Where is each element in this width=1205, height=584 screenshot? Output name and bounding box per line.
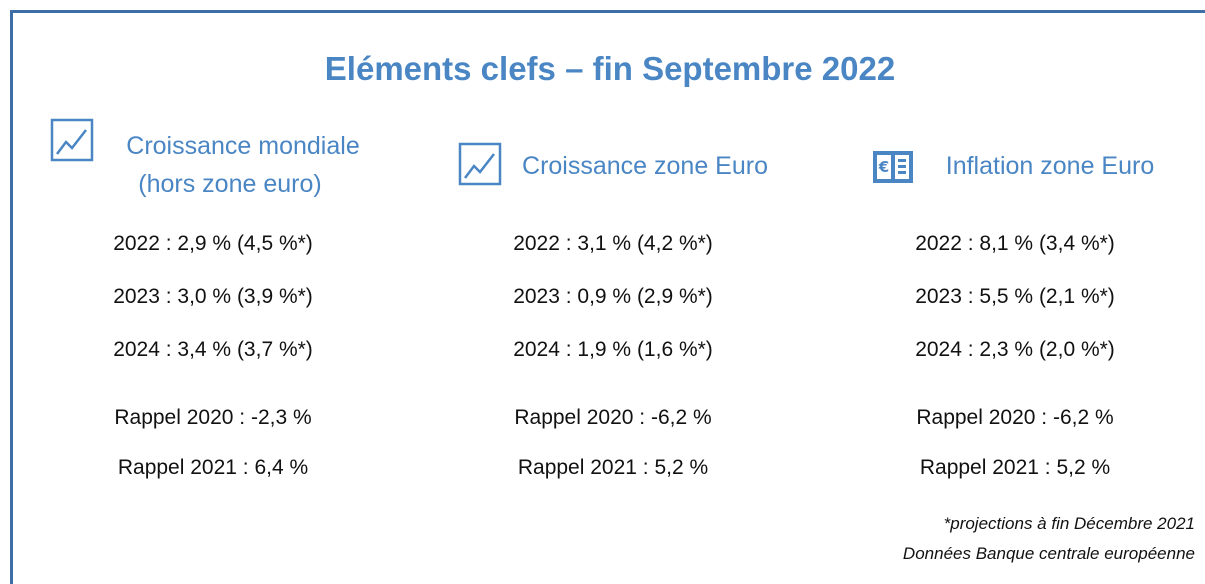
reminder: Rappel 2020 : -2,3 % <box>114 406 312 429</box>
column-title: Croissance mondiale <box>126 132 360 160</box>
reminder: Rappel 2021 : 5,2 % <box>919 456 1111 479</box>
footnote: *projections à fin Décembre 2021 <box>943 514 1195 533</box>
banknote-icon: € <box>873 151 913 183</box>
value-row: 2023 : 0,9 % (2,9 %*) <box>513 285 713 308</box>
value-row: 2023 : 3,0 % (3,9 %*) <box>113 285 313 308</box>
value-row: 2023 : 5,5 % (2,1 %*) <box>915 285 1115 308</box>
value-row: 2022 : 2,9 % (4,5 %*) <box>113 232 313 255</box>
title: Eléments clefs – fin Septembre 2022 <box>324 50 896 87</box>
column-title: Croissance zone Euro <box>522 152 768 180</box>
value-row: 2024 : 3,4 % (3,7 %*) <box>113 338 313 361</box>
value-row: 2024 : 2,3 % (2,0 %*) <box>915 338 1115 361</box>
frame <box>10 10 1205 584</box>
growth-icon <box>50 118 94 162</box>
value-row: 2024 : 1,9 % (1,6 %*) <box>513 338 713 361</box>
column-title: (hors zone euro) <box>138 170 322 198</box>
reminder: Rappel 2021 : 5,2 % <box>517 456 709 479</box>
svg-text:€: € <box>878 158 889 176</box>
reminder: Rappel 2020 : -6,2 % <box>514 406 712 429</box>
source: Données Banque centrale européenne <box>902 544 1195 563</box>
value-row: 2022 : 8,1 % (3,4 %*) <box>915 232 1115 255</box>
growth-icon <box>458 142 502 186</box>
reminder: Rappel 2020 : -6,2 % <box>916 406 1114 429</box>
column-title: Inflation zone Euro <box>945 152 1155 180</box>
value-row: 2022 : 3,1 % (4,2 %*) <box>513 232 713 255</box>
reminder: Rappel 2021 : 6,4 % <box>117 456 309 479</box>
